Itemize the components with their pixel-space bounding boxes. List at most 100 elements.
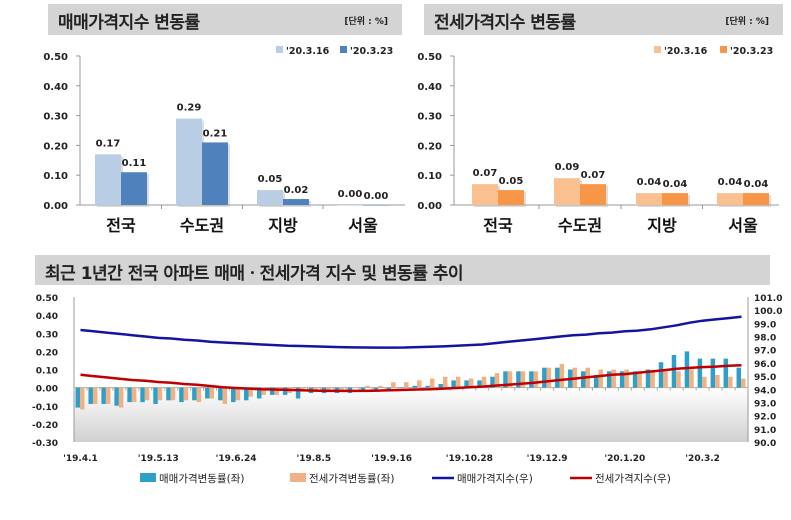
jeonse-chart-header: 전세가격지수 변동률 [단위 : %] — [424, 4, 783, 35]
jeonse-y-tick-label: 0.50 — [417, 52, 442, 63]
sale-bar — [95, 154, 121, 205]
sale-rate-bar — [101, 387, 106, 404]
sale-rate-bar — [723, 358, 729, 388]
jeonse-rate-bar — [92, 387, 98, 404]
trend-right-tick-label: 92.0 — [754, 413, 776, 423]
jeonse-rate-bar — [222, 387, 228, 404]
jeonse-rate-bar — [455, 376, 461, 388]
jeonse-bar-value-label: 0.04 — [637, 177, 662, 188]
jeonse-rate-bar — [170, 387, 176, 401]
sale-category-label: 수도권 — [180, 216, 224, 235]
sale-rate-bar — [295, 387, 301, 399]
jeonse-bar-value-label: 0.09 — [555, 162, 580, 173]
jeonse-bar-value-label: 0.07 — [473, 168, 498, 179]
sale-rate-bar — [645, 369, 651, 388]
sale-chart-header: 매매가격지수 변동률 [단위 : %] — [48, 4, 402, 35]
trend-right-tick-label: 94.0 — [754, 386, 776, 396]
sale-rate-bar — [399, 387, 405, 389]
sale-legend-swatch — [340, 46, 347, 53]
jeonse-bar — [580, 184, 606, 205]
trend-x-tick-label: '19.10.28 — [446, 454, 493, 464]
trend-legend-label: 매매가격변동률(좌) — [159, 472, 244, 485]
sale-rate-bar — [477, 380, 482, 388]
jeonse-rate-bar — [391, 382, 396, 388]
trend-right-tick-label: 100.0 — [754, 307, 782, 317]
jeonse-bar-value-label: 0.04 — [744, 179, 769, 190]
sale-bar-value-label: 0.00 — [364, 191, 389, 202]
sale-rate-bar — [153, 387, 158, 404]
jeonse-unit-label: [단위 : %] — [725, 17, 769, 27]
jeonse-rate-bar — [520, 371, 526, 388]
jeonse-rate-bar — [611, 369, 616, 388]
sale-rate-bar — [593, 374, 599, 388]
jeonse-rate-bar — [429, 378, 435, 388]
sale-bar-value-label: 0.00 — [338, 189, 363, 200]
jeonse-rate-bar — [235, 387, 241, 401]
sale-rate-bar — [114, 387, 119, 406]
sale-rate-bar — [373, 387, 379, 390]
sale-rate-bar — [503, 371, 508, 388]
sale-category-label: 서울 — [348, 216, 378, 235]
sale-bar — [176, 118, 202, 205]
jeonse-legend-label: '20.3.16 — [664, 46, 708, 57]
sale-bar — [283, 199, 309, 205]
jeonse-bar — [554, 178, 580, 205]
sale-rate-bar — [658, 362, 664, 388]
jeonse-bar — [662, 193, 688, 205]
sale-rate-bar — [490, 376, 495, 388]
sale-bar — [257, 190, 283, 205]
jeonse-rate-bar — [728, 376, 733, 388]
jeonse-rate-bar — [546, 367, 552, 388]
jeonse-category-label: 지방 — [647, 216, 677, 235]
sale-chart-title: 매매가격지수 변동률 — [58, 13, 200, 33]
jeonse-rate-bar — [118, 387, 124, 408]
jeonse-rate-bar — [598, 369, 603, 388]
sale-rate-bar — [451, 380, 456, 388]
sale-rate-bar — [166, 387, 171, 401]
jeonse-legend-swatch — [654, 46, 661, 53]
jeonse-rate-bar — [417, 380, 422, 388]
jeonse-bar-value-label: 0.05 — [499, 176, 524, 187]
jeonse-rate-bar — [494, 373, 500, 388]
sale-y-tick-label: 0.30 — [43, 112, 68, 123]
sale-rate-bar — [516, 371, 521, 388]
trend-x-tick-label: '19.6.24 — [216, 454, 257, 464]
sale-rate-bar — [581, 371, 586, 388]
jeonse-y-tick-label: 0.20 — [417, 141, 442, 152]
trend-chart-header: 최근 1년간 전국 아파트 매매ㆍ전세가격 지수 및 변동률 추이 — [35, 255, 770, 285]
jeonse-legend-label: '20.3.23 — [730, 46, 773, 57]
trend-right-tick-label: 98.0 — [754, 334, 776, 344]
jeonse-rate-bar — [274, 387, 279, 395]
sale-rate-bar — [542, 367, 547, 388]
jeonse-bar-value-label: 0.04 — [663, 179, 688, 190]
jeonse-rate-bar — [442, 376, 448, 388]
sale-legend-label: '20.3.23 — [350, 46, 393, 57]
sale-unit-label: [단위 : %] — [344, 17, 388, 27]
jeonse-rate-bar — [326, 387, 331, 392]
trend-right-tick-label: 91.0 — [754, 426, 776, 436]
sale-category-label: 지방 — [268, 216, 298, 235]
sale-category-label: 전국 — [106, 216, 136, 235]
jeonse-y-tick-label: 0.10 — [417, 171, 442, 182]
sale-rate-bar — [464, 380, 469, 388]
sale-rate-bar — [529, 371, 534, 388]
jeonse-rate-bar — [209, 387, 215, 399]
jeonse-rate-bar — [663, 371, 668, 388]
trend-right-tick-label: 93.0 — [754, 399, 776, 409]
sale-y-tick-label: 0.50 — [43, 52, 68, 63]
jeonse-rate-bar — [157, 387, 163, 401]
jeonse-bar — [498, 190, 524, 205]
trend-left-tick-label: -0.20 — [32, 421, 58, 431]
jeonse-rate-bar — [196, 387, 202, 403]
sale-bar-value-label: 0.11 — [122, 158, 147, 169]
trend-right-tick-label: 95.0 — [754, 373, 776, 383]
sale-rate-bar — [205, 387, 210, 399]
sale-y-tick-label: 0.00 — [43, 201, 68, 212]
sale-rate-bar — [425, 385, 430, 388]
trend-chart-title: 최근 1년간 전국 아파트 매매ㆍ전세가격 지수 및 변동률 추이 — [45, 264, 464, 284]
sale-bar-value-label: 0.29 — [177, 103, 202, 114]
trend-legend-swatch — [290, 473, 306, 482]
jeonse-rate-bar — [637, 371, 642, 388]
trend-left-tick-label: 0.00 — [36, 385, 58, 395]
